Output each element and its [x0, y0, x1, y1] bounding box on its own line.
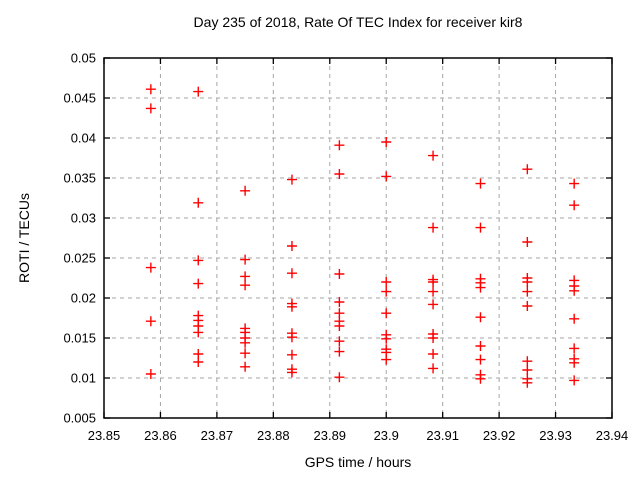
- data-point: [145, 316, 156, 327]
- data-point: [145, 84, 156, 95]
- data-point: [569, 313, 580, 324]
- data-point: [569, 375, 580, 386]
- data-point: [475, 354, 486, 365]
- x-tick-label: 23.92: [483, 428, 516, 443]
- data-point: [193, 197, 204, 208]
- data-point: [569, 200, 580, 211]
- x-tick-label: 23.89: [314, 428, 347, 443]
- data-point: [522, 237, 533, 247]
- x-tick-label: 23.87: [201, 428, 234, 443]
- data-point: [475, 341, 486, 351]
- data-point: [522, 301, 533, 311]
- y-tick-label: 0.03: [71, 211, 96, 226]
- data-point: [334, 321, 345, 331]
- data-point: [522, 356, 533, 367]
- data-point: [522, 286, 533, 297]
- data-point: [334, 297, 345, 307]
- data-point: [522, 164, 533, 175]
- x-tick-label: 23.94: [596, 428, 629, 443]
- data-point: [522, 365, 533, 375]
- data-point: [522, 277, 533, 287]
- data-point: [428, 286, 439, 297]
- data-point: [428, 150, 439, 161]
- data-point: [428, 277, 439, 287]
- y-tick-label: 0.02: [71, 291, 96, 306]
- x-axis-label: GPS time / hours: [304, 454, 412, 470]
- data-point: [240, 271, 251, 282]
- data-point: [569, 178, 580, 189]
- data-point: [428, 363, 439, 374]
- y-tick-label: 0.005: [63, 411, 96, 426]
- data-point: [381, 286, 392, 297]
- data-point: [381, 333, 392, 344]
- data-point: [569, 343, 580, 354]
- data-point: [475, 312, 486, 323]
- x-tick-label: 23.9: [374, 428, 399, 443]
- data-point: [145, 103, 156, 114]
- data-point: [193, 255, 204, 266]
- data-point: [381, 171, 392, 182]
- x-tick-label: 23.88: [257, 428, 290, 443]
- y-tick-label: 0.04: [71, 131, 96, 146]
- data-point: [381, 137, 392, 147]
- data-point: [475, 373, 486, 384]
- data-point: [334, 372, 345, 383]
- data-point: [428, 222, 439, 233]
- data-point: [381, 354, 392, 365]
- data-point: [240, 348, 251, 359]
- data-point: [381, 308, 392, 319]
- data-point: [428, 349, 439, 359]
- plot-frame: [103, 57, 613, 419]
- data-point: [334, 336, 345, 347]
- data-point: [193, 278, 204, 289]
- data-point: [286, 268, 297, 279]
- data-point: [240, 185, 251, 196]
- data-point: [286, 332, 297, 343]
- data-point: [334, 169, 345, 179]
- x-tick-label: 23.85: [88, 428, 121, 443]
- y-tick-label: 0.01: [71, 371, 96, 386]
- y-tick-label: 0.025: [63, 251, 96, 266]
- data-point: [475, 282, 486, 293]
- data-point: [240, 337, 251, 348]
- data-point: [286, 349, 297, 360]
- y-tick-label: 0.05: [71, 51, 96, 66]
- data-point: [240, 254, 251, 265]
- data-point: [334, 269, 345, 279]
- data-point: [475, 178, 486, 189]
- x-tick-label: 23.93: [539, 428, 572, 443]
- data-point: [569, 357, 580, 368]
- y-tick-label: 0.045: [63, 91, 96, 106]
- y-tick-label: 0.035: [63, 171, 96, 186]
- data-point: [286, 174, 297, 185]
- data-point: [334, 346, 345, 357]
- x-tick-label: 23.91: [426, 428, 459, 443]
- data-point: [240, 280, 251, 291]
- data-point: [475, 222, 486, 233]
- data-point: [569, 285, 580, 296]
- data-point: [428, 299, 439, 310]
- data-point: [193, 86, 204, 97]
- data-point: [428, 333, 439, 343]
- data-point: [334, 140, 345, 151]
- data-point: [286, 241, 297, 251]
- data-point: [286, 367, 297, 378]
- data-point: [286, 301, 297, 312]
- data-point: [522, 377, 533, 388]
- data-point: [240, 361, 251, 372]
- data-point: [145, 369, 156, 379]
- chart-title: Day 235 of 2018, Rate Of TEC Index for r…: [193, 14, 523, 30]
- data-point: [193, 327, 204, 338]
- x-tick-label: 23.86: [144, 428, 177, 443]
- data-point: [145, 262, 156, 273]
- data-point: [193, 357, 204, 367]
- data-point: [381, 277, 392, 287]
- y-tick-label: 0.015: [63, 331, 96, 346]
